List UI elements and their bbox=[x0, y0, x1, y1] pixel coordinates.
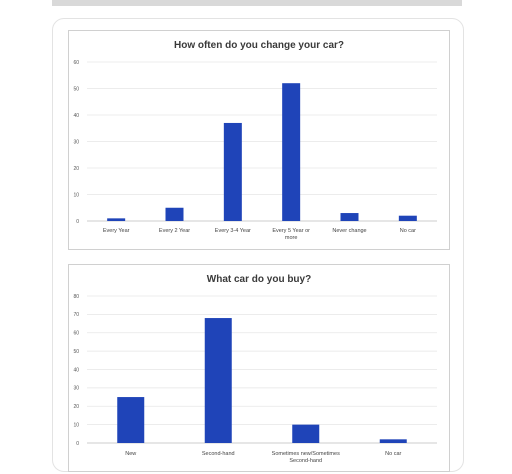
top-gray-bar bbox=[52, 0, 462, 6]
chart-title: How often do you change your car? bbox=[174, 40, 344, 51]
x-category-label: Every 5 Year or bbox=[272, 228, 310, 234]
x-category-label: No car bbox=[385, 451, 401, 457]
y-tick-label: 70 bbox=[73, 312, 79, 318]
bar bbox=[398, 215, 417, 221]
y-tick-label: 50 bbox=[73, 349, 79, 355]
y-tick-label: 40 bbox=[73, 113, 79, 119]
x-category-label: Second-hand bbox=[289, 458, 322, 464]
y-tick-label: 10 bbox=[73, 422, 79, 428]
bar bbox=[282, 83, 301, 221]
x-category-label: Never change bbox=[332, 228, 366, 234]
y-tick-label: 10 bbox=[73, 192, 79, 198]
y-tick-label: 60 bbox=[73, 331, 79, 337]
y-tick-label: 0 bbox=[76, 441, 79, 447]
bar bbox=[204, 318, 232, 443]
chart-title: What car do you buy? bbox=[207, 274, 311, 285]
x-category-label: Sometimes new/Sometimes bbox=[272, 451, 340, 457]
y-tick-label: 50 bbox=[73, 86, 79, 92]
bar bbox=[165, 207, 184, 221]
y-tick-label: 80 bbox=[73, 294, 79, 300]
y-tick-label: 30 bbox=[73, 386, 79, 392]
x-category-label: Every 2 Year bbox=[159, 228, 190, 234]
bar bbox=[292, 424, 320, 443]
x-category-label: No car bbox=[400, 228, 416, 234]
y-tick-label: 40 bbox=[73, 367, 79, 373]
y-tick-label: 20 bbox=[73, 166, 79, 172]
bar bbox=[223, 122, 242, 221]
x-category-label: Every 3-4 Year bbox=[215, 228, 251, 234]
bar bbox=[117, 397, 145, 443]
chart-car-type-bought: What car do you buy? 0 10 20 30 40 50 60 70 80 New… bbox=[68, 264, 450, 472]
y-tick-label: 20 bbox=[73, 404, 79, 410]
y-tick-label: 60 bbox=[73, 60, 79, 66]
x-category-label: Second-hand bbox=[202, 451, 235, 457]
y-tick-label: 0 bbox=[76, 219, 79, 225]
chart-svg-2: What car do you buy? 0 10 20 30 40 50 60 70 80 New… bbox=[73, 274, 437, 464]
chart-svg-1: How often do you change your car? 0 10 20 30… bbox=[73, 40, 437, 241]
bar bbox=[379, 439, 407, 443]
x-category-label: New bbox=[125, 451, 136, 457]
y-tick-label: 30 bbox=[73, 139, 79, 145]
x-category-label: Every Year bbox=[103, 228, 130, 234]
x-category-label: more bbox=[285, 235, 298, 241]
bar bbox=[340, 213, 359, 221]
chart-car-change-frequency: How often do you change your car? 0 10 20 30… bbox=[68, 30, 450, 250]
bar bbox=[107, 218, 126, 221]
